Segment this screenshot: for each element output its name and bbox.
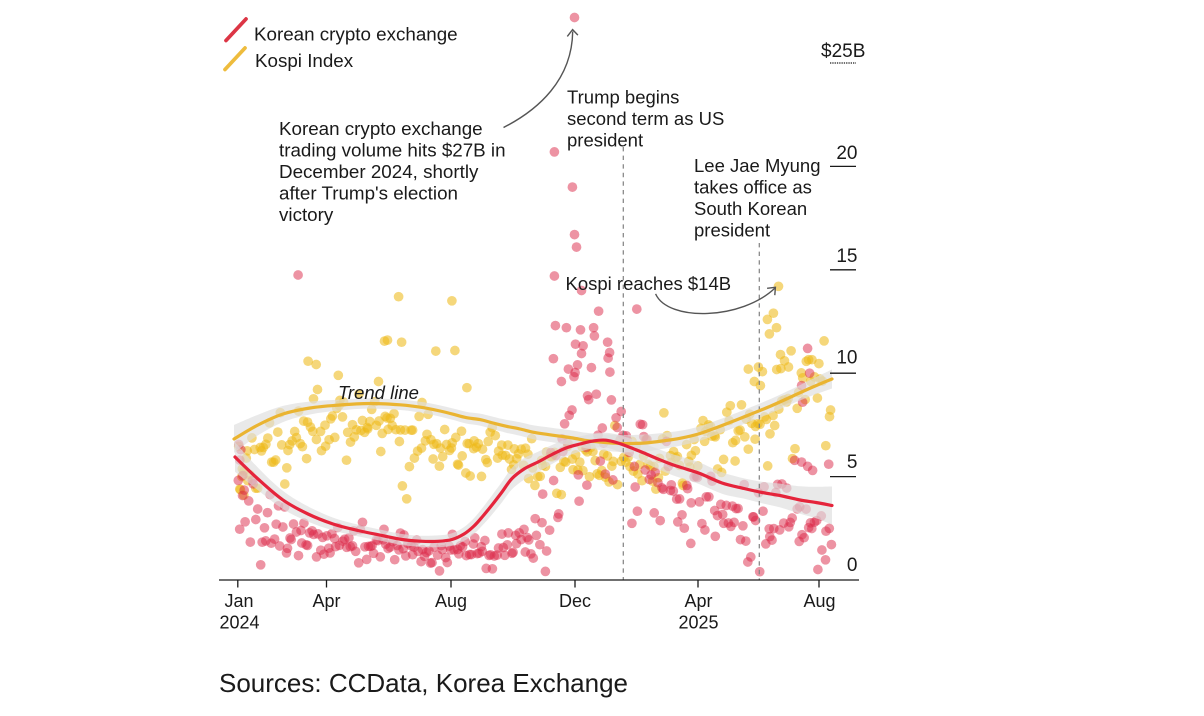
svg-text:5: 5: [847, 452, 858, 473]
svg-text:Sources: CCData, Korea Exchang: Sources: CCData, Korea Exchange: [219, 668, 628, 698]
svg-text:Apr: Apr: [684, 591, 712, 611]
svg-text:10: 10: [836, 348, 857, 369]
svg-text:Dec: Dec: [559, 591, 591, 611]
svg-text:Lee Jae Myung: Lee Jae Myung: [694, 155, 821, 176]
svg-text:takes office as: takes office as: [694, 177, 812, 198]
svg-text:Korean crypto exchange: Korean crypto exchange: [254, 24, 458, 45]
svg-text:Aug: Aug: [803, 591, 835, 611]
svg-text:Trend line: Trend line: [338, 382, 419, 403]
svg-text:2024: 2024: [219, 613, 259, 633]
svg-text:South Korean: South Korean: [694, 198, 807, 219]
svg-text:trading volume hits $27B in: trading volume hits $27B in: [279, 140, 506, 161]
svg-text:second term as US: second term as US: [567, 108, 724, 129]
svg-text:president: president: [567, 130, 643, 151]
svg-text:Kospi reaches $14B: Kospi reaches $14B: [566, 273, 732, 294]
svg-text:after Trump's election: after Trump's election: [279, 183, 458, 204]
svg-text:$25B: $25B: [821, 41, 865, 62]
svg-text:Korean crypto exchange: Korean crypto exchange: [279, 118, 483, 139]
svg-text:president: president: [694, 220, 770, 241]
svg-text:15: 15: [836, 246, 857, 267]
svg-text:December 2024, shortly: December 2024, shortly: [279, 161, 479, 182]
svg-text:2025: 2025: [678, 613, 718, 633]
svg-text:Trump begins: Trump begins: [567, 87, 679, 108]
svg-text:0: 0: [847, 555, 858, 576]
svg-text:20: 20: [836, 143, 857, 164]
svg-text:victory: victory: [279, 204, 334, 225]
svg-text:Aug: Aug: [435, 591, 467, 611]
svg-text:Kospi Index: Kospi Index: [255, 50, 354, 71]
svg-text:Apr: Apr: [312, 591, 340, 611]
svg-text:Jan: Jan: [224, 591, 253, 611]
